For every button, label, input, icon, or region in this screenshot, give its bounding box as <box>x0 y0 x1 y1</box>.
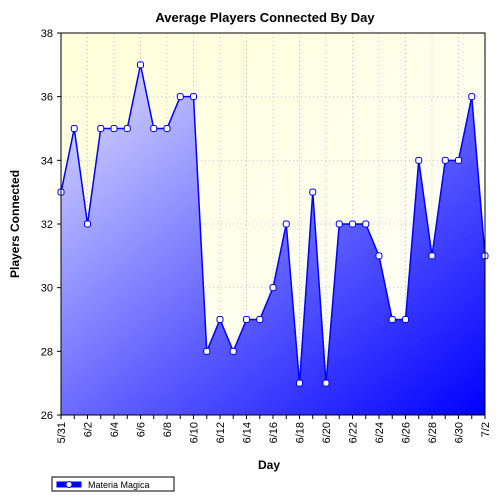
data-point-6/2 <box>84 220 91 228</box>
data-point-6/30 <box>455 156 462 164</box>
data-point-6/5 <box>123 125 131 132</box>
legend-box <box>51 476 175 492</box>
x-tick-label: 7/2 <box>480 422 492 437</box>
data-point-6/16 <box>269 284 277 292</box>
x-tick-label: 6/20 <box>321 422 333 443</box>
x-tick-label: 6/18 <box>295 422 307 443</box>
y-axis: 26 28 30 32 34 36 38 <box>41 28 61 422</box>
x-axis: 5/31 6/2 6/4 6/6 6/8 6/10 6/12 6/14 6/16 6/18 6/20… <box>56 415 492 443</box>
data-points <box>57 61 489 387</box>
x-tick-label: 6/6 <box>136 422 148 437</box>
data-point-6/24 <box>375 252 383 260</box>
series-area-materia-magica <box>61 64 485 415</box>
data-point-6/7 <box>150 125 158 132</box>
x-tick-label: 6/4 <box>109 422 121 437</box>
data-point-6/18 <box>296 379 303 387</box>
y-tick-label: 32 <box>41 219 53 231</box>
y-tick-label: 28 <box>41 346 53 358</box>
data-point-6/15 <box>256 316 264 323</box>
data-point-6/13 <box>229 347 237 355</box>
data-point-6/23 <box>362 220 370 228</box>
x-tick-label: 6/10 <box>189 422 201 443</box>
y-tick-label: 38 <box>41 28 53 40</box>
x-tick-label: 6/14 <box>242 422 254 443</box>
data-point-6/11 <box>203 347 211 355</box>
x-tick-label: 6/12 <box>215 422 227 443</box>
y-axis-label: Players Connected <box>8 170 22 278</box>
chart-title: Average Players Connected By Day <box>155 10 375 25</box>
x-tick-label: 6/16 <box>268 422 280 443</box>
data-point-6/27 <box>415 156 423 164</box>
data-point-6/14 <box>243 316 250 323</box>
x-axis-label: Day <box>258 458 280 472</box>
y-tick-label: 30 <box>41 283 53 295</box>
x-tick-label: 6/30 <box>454 422 466 443</box>
data-point-6/1 <box>70 125 78 132</box>
legend-marker <box>65 481 73 488</box>
x-tick-label: 6/22 <box>348 422 360 443</box>
data-point-6/8 <box>163 125 171 132</box>
y-tick-label: 26 <box>41 410 53 422</box>
data-point-6/6 <box>137 61 144 69</box>
data-point-6/28 <box>428 252 436 260</box>
data-point-6/26 <box>402 316 409 323</box>
x-tick-label: 6/2 <box>83 422 95 437</box>
data-point-6/4 <box>110 125 118 132</box>
y-tick-label: 36 <box>41 92 53 104</box>
data-point-6/12 <box>216 316 224 323</box>
legend-label: Materia Magica <box>88 480 150 490</box>
x-tick-label: 6/28 <box>427 422 439 443</box>
data-point-6/3 <box>97 125 105 132</box>
y-tick-label: 34 <box>41 155 53 167</box>
x-tick-label: 6/24 <box>374 422 386 443</box>
legend: Materia Magica <box>51 476 175 492</box>
x-tick-label: 5/31 <box>56 422 68 443</box>
x-tick-label: 6/26 <box>401 422 413 443</box>
data-point-6/21 <box>335 220 343 228</box>
data-point-7/1 <box>468 93 476 101</box>
data-point-6/19 <box>309 188 317 196</box>
x-tick-label: 6/8 <box>162 422 174 437</box>
data-point-6/29 <box>441 156 449 164</box>
data-point-6/17 <box>282 220 290 228</box>
data-point-6/22 <box>349 220 356 228</box>
data-point-6/25 <box>388 316 396 323</box>
data-point-6/20 <box>322 379 330 387</box>
data-point-6/10 <box>190 93 197 101</box>
data-point-6/9 <box>176 93 184 101</box>
